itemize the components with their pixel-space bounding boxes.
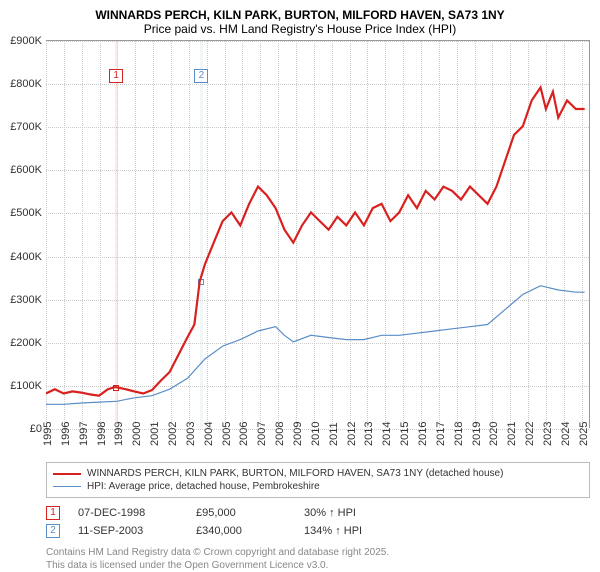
legend-swatch	[53, 473, 81, 475]
x-axis-label: 2024	[560, 445, 572, 446]
event-delta: 134% ↑ HPI	[304, 525, 362, 537]
x-axis-label: 2011	[328, 445, 340, 446]
x-axis-label: 1995	[42, 445, 54, 446]
x-axis-label: 2017	[435, 445, 447, 446]
y-axis-label: £700K	[10, 121, 42, 133]
x-axis-label: 2018	[453, 445, 465, 446]
y-axis-label: £900K	[10, 35, 42, 47]
event-price: £340,000	[196, 525, 286, 537]
x-axis-label: 2012	[346, 445, 358, 446]
y-axis-label: £200K	[10, 337, 42, 349]
event-date: 11-SEP-2003	[78, 525, 178, 537]
legend-label: HPI: Average price, detached house, Pemb…	[87, 481, 320, 492]
x-axis-label: 2023	[542, 445, 554, 446]
x-axis-label: 2020	[488, 445, 500, 446]
legend-label: WINNARDS PERCH, KILN PARK, BURTON, MILFO…	[87, 468, 503, 479]
x-axis-label: 2016	[417, 445, 429, 446]
event-price: £95,000	[196, 507, 286, 519]
x-axis-label: 2010	[310, 445, 322, 446]
x-axis-label: 1999	[113, 445, 125, 446]
x-axis-label: 2005	[221, 445, 233, 446]
events-table: 1 07-DEC-1998 £95,000 30% ↑ HPI 2 11-SEP-2003…	[46, 504, 590, 540]
x-axis-label: 1997	[78, 445, 90, 446]
x-axis-label: 2021	[506, 445, 518, 446]
chart-below: WINNARDS PERCH, KILN PARK, BURTON, MILFO…	[46, 462, 590, 572]
chart-container: WINNARDS PERCH, KILN PARK, BURTON, MILFO…	[0, 0, 600, 560]
series-line	[46, 87, 585, 395]
x-axis-label: 2001	[149, 445, 161, 446]
x-axis-label: 2003	[185, 445, 197, 446]
event-delta: 30% ↑ HPI	[304, 507, 356, 519]
x-axis-label: 2002	[167, 445, 179, 446]
y-axis-label: £100K	[10, 380, 42, 392]
x-axis-label: 2025	[578, 445, 590, 446]
x-axis-label: 2004	[203, 445, 215, 446]
y-axis-label: £400K	[10, 251, 42, 263]
y-axis-label: £500K	[10, 207, 42, 219]
x-axis-label: 2022	[524, 445, 536, 446]
event-number: 2	[46, 524, 60, 538]
y-axis-label: £300K	[10, 294, 42, 306]
x-axis-label: 2006	[238, 445, 250, 446]
event-row: 1 07-DEC-1998 £95,000 30% ↑ HPI	[46, 504, 590, 522]
x-axis-label: 1996	[60, 445, 72, 446]
footer: Contains HM Land Registry data © Crown c…	[46, 546, 590, 572]
y-axis-label: £800K	[10, 78, 42, 90]
series-line	[46, 286, 585, 405]
x-axis-label: 2019	[471, 445, 483, 446]
x-axis-label: 2015	[399, 445, 411, 446]
legend: WINNARDS PERCH, KILN PARK, BURTON, MILFO…	[46, 462, 590, 498]
legend-item: WINNARDS PERCH, KILN PARK, BURTON, MILFO…	[53, 467, 583, 480]
footer-line-1: Contains HM Land Registry data © Crown c…	[46, 546, 590, 559]
event-row: 2 11-SEP-2003 £340,000 134% ↑ HPI	[46, 522, 590, 540]
y-axis-label: £600K	[10, 164, 42, 176]
chart-title: WINNARDS PERCH, KILN PARK, BURTON, MILFO…	[6, 8, 594, 22]
chart-plot-area: £0£100K£200K£300K£400K£500K£600K£700K£80…	[46, 40, 590, 428]
legend-item: HPI: Average price, detached house, Pemb…	[53, 480, 583, 493]
x-axis-label: 2007	[256, 445, 268, 446]
chart-subtitle: Price paid vs. HM Land Registry's House …	[6, 22, 594, 36]
legend-swatch	[53, 486, 81, 487]
y-axis-label: £0	[30, 423, 42, 435]
x-axis-label: 2008	[274, 445, 286, 446]
x-axis-label: 2013	[363, 445, 375, 446]
x-axis-label: 1998	[96, 445, 108, 446]
x-axis-label: 2009	[292, 445, 304, 446]
x-axis-label: 2000	[131, 445, 143, 446]
x-axis-label: 2014	[381, 445, 393, 446]
event-date: 07-DEC-1998	[78, 507, 178, 519]
footer-line-2: This data is licensed under the Open Gov…	[46, 559, 590, 572]
event-number: 1	[46, 506, 60, 520]
